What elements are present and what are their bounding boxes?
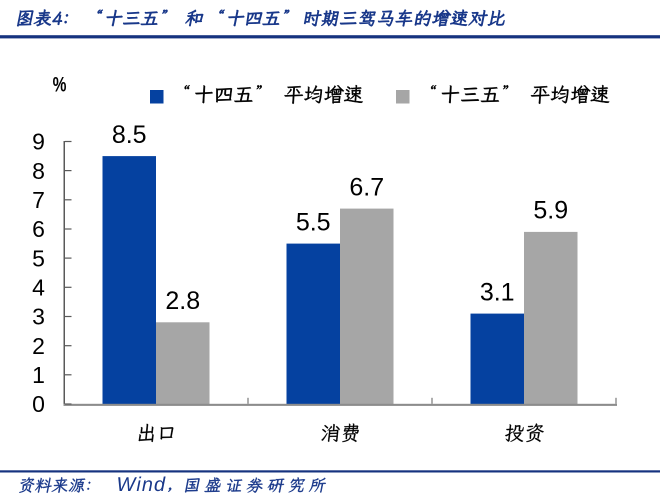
svg-text:2.8: 2.8	[165, 287, 200, 315]
svg-text:8: 8	[32, 158, 45, 184]
svg-text:7: 7	[32, 187, 45, 213]
svg-text:%: %	[53, 72, 67, 96]
svg-text:0: 0	[32, 391, 45, 417]
svg-text:1: 1	[32, 362, 45, 388]
svg-text:5.9: 5.9	[533, 197, 568, 225]
svg-text:4: 4	[32, 275, 45, 301]
svg-text:3.1: 3.1	[480, 278, 515, 306]
svg-text:9: 9	[32, 129, 45, 155]
svg-text:2: 2	[32, 333, 45, 359]
svg-text:3: 3	[32, 304, 45, 330]
svg-text:5.5: 5.5	[296, 208, 331, 236]
svg-text:6: 6	[32, 216, 45, 242]
svg-text:5: 5	[32, 245, 45, 271]
svg-text:6.7: 6.7	[349, 173, 384, 201]
svg-text:8.5: 8.5	[112, 121, 147, 149]
